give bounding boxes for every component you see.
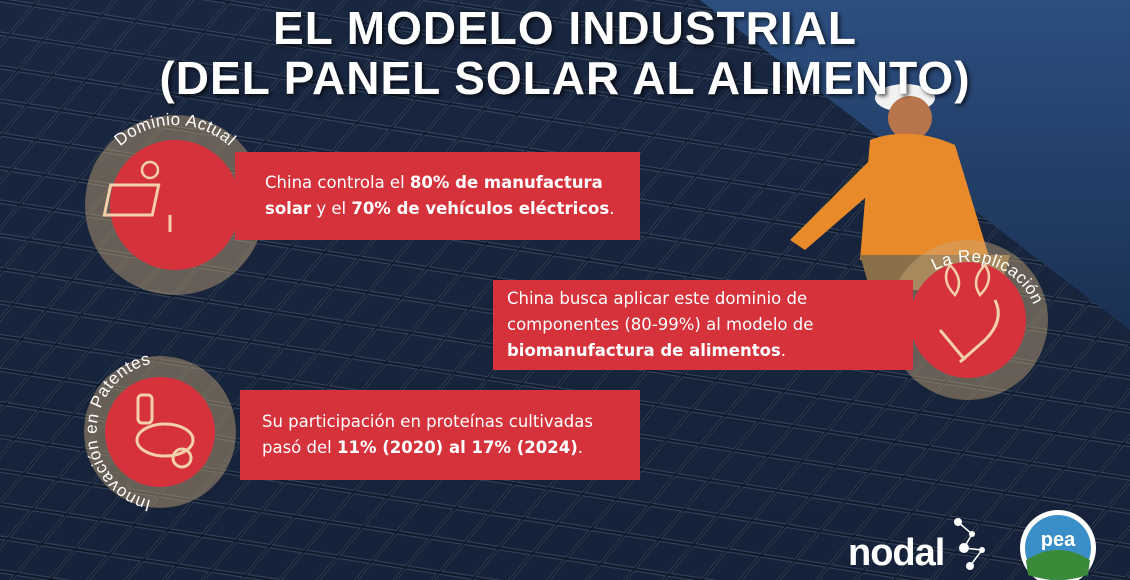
- bold-text: biomanufactura de alimentos: [507, 341, 781, 360]
- item-card: Su participación en proteínas cultivadas…: [240, 390, 640, 480]
- bold-text: 70% de vehículos eléctricos: [351, 199, 610, 218]
- item-card: China busca aplicar este dominio de comp…: [493, 280, 913, 370]
- item-card: China controla el 80% de manufactura sol…: [235, 152, 640, 240]
- text: .: [780, 341, 786, 360]
- item-text: China controla el 80% de manufactura sol…: [265, 170, 620, 222]
- item-icon: [888, 240, 1048, 400]
- item-icon: [85, 115, 265, 295]
- bold-text: 80% de manufactura solar: [265, 173, 603, 218]
- text: .: [577, 438, 583, 457]
- text: Su participación en proteínas cultivadas…: [262, 412, 593, 457]
- item-icon: [84, 356, 236, 508]
- logo-pea: pea: [1020, 510, 1096, 580]
- item-text: Su participación en proteínas cultivadas…: [262, 409, 620, 461]
- item-text: China busca aplicar este dominio de comp…: [507, 286, 823, 364]
- title: (DEL PANEL SOLAR AL ALIMENTO): [159, 52, 971, 104]
- logo-nodal: nodal: [848, 532, 945, 574]
- text: China controla el: [265, 173, 410, 192]
- title: EL MODELO INDUSTRIAL: [273, 2, 857, 54]
- bold-text: 11% (2020) al 17% (2024): [336, 438, 578, 457]
- text: China busca aplicar este dominio de comp…: [507, 289, 814, 334]
- text: y el: [311, 199, 352, 218]
- logo-nodal-mark: [954, 518, 985, 570]
- logo-text: pea: [1041, 529, 1076, 551]
- text: .: [609, 199, 615, 218]
